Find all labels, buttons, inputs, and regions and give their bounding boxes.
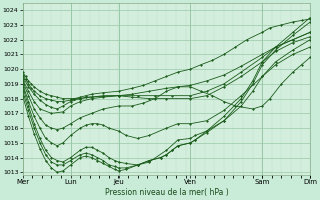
X-axis label: Pression niveau de la mer( hPa ): Pression niveau de la mer( hPa )	[105, 188, 228, 197]
